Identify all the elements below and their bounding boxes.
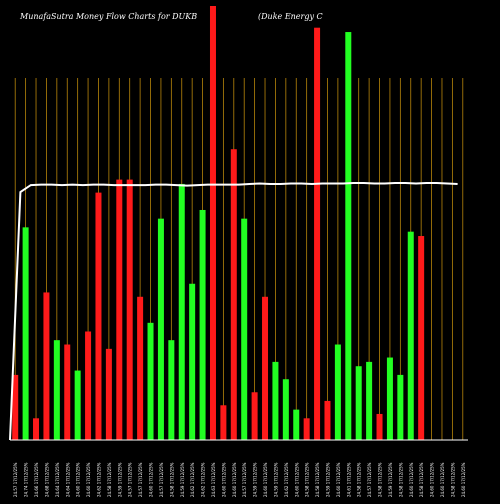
money-flow-bar — [147, 322, 154, 440]
money-flow-bar — [74, 370, 81, 440]
money-flow-bar — [314, 27, 321, 440]
chart-title: MunafaSutra Money Flow Charts for DUKB (… — [0, 4, 500, 21]
money-flow-bars — [12, 6, 425, 440]
x-tick-label: 24.60 17/12/25% — [461, 462, 466, 497]
x-tick-label: 24.59 17/12/25% — [388, 462, 393, 497]
money-flow-bar — [407, 231, 414, 440]
x-tick-label: 24.60 17/12/25% — [232, 462, 237, 497]
money-flow-bar — [105, 348, 112, 440]
money-flow-bar — [241, 218, 248, 440]
x-tick-label: 24.62 17/12/25% — [201, 462, 206, 497]
money-flow-bar — [366, 361, 373, 440]
money-flow-bar — [282, 379, 289, 440]
x-tick-label: 24.59 17/12/25% — [325, 462, 330, 497]
money-flow-bar — [220, 405, 227, 440]
money-flow-bar — [64, 344, 71, 440]
x-tick-label: 24.58 17/12/25% — [169, 462, 174, 497]
money-flow-bar — [168, 340, 175, 440]
money-flow-bar — [199, 209, 206, 440]
x-tick-label: 24.59 17/12/25% — [273, 462, 278, 497]
money-flow-bar — [95, 192, 102, 440]
chart-title-right: (Duke Energy C — [258, 12, 323, 21]
x-tick-label: 24.60 17/12/25% — [263, 462, 268, 497]
grid-lines — [14, 78, 464, 440]
money-flow-bar — [33, 418, 40, 440]
x-tick-label: 24.57 17/12/25% — [13, 462, 18, 497]
price-line-group — [9, 182, 458, 441]
x-tick-label: 24.64 17/12/25% — [55, 462, 60, 497]
x-tick-label: 24.60 17/12/25% — [440, 462, 445, 497]
x-tick-label: 24.58 17/12/25% — [419, 462, 424, 497]
x-tick-label: 24.57 17/12/25% — [128, 462, 133, 497]
money-flow-bar — [209, 6, 216, 440]
x-tick-label: 24.57 17/12/25% — [138, 462, 143, 497]
x-tick-label: 24.60 17/12/25% — [76, 462, 81, 497]
x-tick-label: 24.58 17/12/25% — [378, 462, 383, 497]
money-flow-bar — [251, 392, 258, 440]
money-flow-bar — [189, 283, 196, 440]
x-tick-label: 24.62 17/12/25% — [284, 462, 289, 497]
money-flow-bar — [334, 344, 341, 440]
money-flow-bar — [12, 374, 19, 440]
x-tick-label: 24.60 17/12/25% — [336, 462, 341, 497]
x-tick-label: 24.74 17/12/25% — [24, 462, 29, 497]
x-tick-label: 24.58 17/12/25% — [305, 462, 310, 497]
x-tick-label: 24.62 17/12/25% — [96, 462, 101, 497]
money-flow-bar — [116, 179, 123, 440]
money-flow-bar — [85, 331, 92, 440]
price-line — [9, 182, 458, 441]
x-tick-label: 24.60 17/12/25% — [430, 462, 435, 497]
x-tick-label: 24.59 17/12/25% — [180, 462, 185, 497]
money-flow-bar — [293, 409, 300, 440]
x-tick-label: 24.58 17/12/25% — [398, 462, 403, 497]
chart-title-left: MunafaSutra Money Flow Charts for DUKB — [20, 12, 198, 21]
money-flow-bar — [230, 149, 237, 440]
x-tick-label: 24.59 17/12/25% — [117, 462, 122, 497]
x-tick-label: 24.58 17/12/25% — [450, 462, 455, 497]
money-flow-bar — [345, 32, 352, 440]
money-flow-bar — [53, 340, 60, 440]
x-tick-label: 24.57 17/12/25% — [367, 462, 372, 497]
x-tick-label: 24.60 17/12/25% — [409, 462, 414, 497]
x-tick-label: 24.57 17/12/25% — [159, 462, 164, 497]
x-tick-label: 24.64 17/12/25% — [65, 462, 70, 497]
money-flow-bar — [43, 292, 50, 440]
x-tick-label: 24.68 17/12/25% — [44, 462, 49, 497]
money-flow-bar — [178, 183, 185, 440]
x-tick-label: 24.59 17/12/25% — [253, 462, 258, 497]
x-tick-label: 24.61 17/12/25% — [346, 462, 351, 497]
x-tick-label: 24.60 17/12/25% — [294, 462, 299, 497]
x-tick-label: 24.66 17/12/25% — [34, 462, 39, 497]
money-flow-bar — [386, 357, 393, 440]
money-flow-bar — [262, 296, 269, 440]
money-flow-bar — [126, 179, 133, 440]
money-flow-bar — [376, 413, 383, 440]
x-tick-label: 24.57 17/12/25% — [242, 462, 247, 497]
x-axis-labels: 24.57 17/12/25% 24.74 17/12/25% 24.66 17/1… — [13, 462, 466, 497]
x-tick-label: 24.60 17/12/25% — [86, 462, 91, 497]
x-tick-label: 24.60 17/12/25% — [149, 462, 154, 497]
money-flow-bar — [22, 227, 29, 440]
money-flow-bar — [355, 366, 362, 440]
money-flow-bar — [303, 418, 310, 440]
money-flow-bar — [272, 361, 279, 440]
money-flow-bar — [137, 296, 144, 440]
x-tick-label: 24.58 17/12/25% — [357, 462, 362, 497]
x-tick-label: 24.62 17/12/25% — [190, 462, 195, 497]
money-flow-bar — [397, 374, 404, 440]
x-tick-label: 24.63 17/12/25% — [211, 462, 216, 497]
x-tick-label: 24.58 17/12/25% — [107, 462, 112, 497]
money-flow-bar — [157, 218, 164, 440]
x-tick-label: 24.60 17/12/25% — [221, 462, 226, 497]
x-tick-label: 24.58 17/12/25% — [315, 462, 320, 497]
money-flow-bar — [418, 236, 425, 440]
money-flow-bar — [324, 400, 331, 440]
